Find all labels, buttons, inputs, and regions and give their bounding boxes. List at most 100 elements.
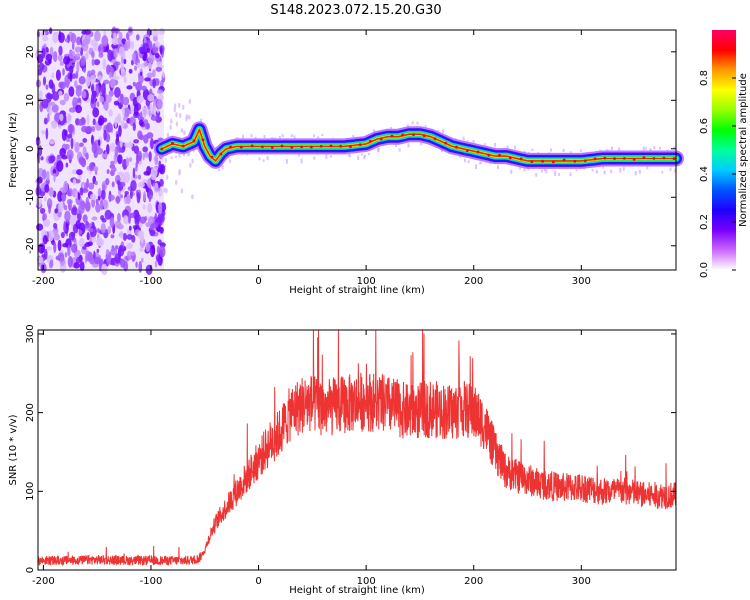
noise-speckle (40, 156, 44, 161)
ridge-point (551, 160, 555, 164)
noise-speckle (65, 162, 69, 168)
noise-speckle (48, 187, 54, 197)
snr-frame (37, 329, 677, 571)
x-tick-label: 100 (357, 576, 376, 587)
noise-speckle (55, 69, 61, 81)
x-tick-label: -100 (140, 576, 163, 587)
ridge-halo-speckle (357, 155, 360, 160)
noise-speckle (141, 106, 149, 117)
ridge-point (498, 153, 501, 157)
noise-speckle (81, 90, 87, 99)
noise-speckle (101, 263, 108, 276)
noise-speckle (45, 246, 52, 251)
ridge-halo-speckle (493, 142, 496, 147)
noise-speckle (96, 248, 100, 253)
noise-speckle (61, 193, 66, 200)
noise-speckle (42, 218, 51, 227)
noise-speckle (45, 127, 49, 140)
noise-speckle (132, 81, 136, 87)
noise-speckle (111, 166, 117, 173)
x-tick-label: 300 (572, 576, 591, 587)
ridge-point (210, 155, 214, 159)
noise-speckle (163, 187, 166, 193)
ridge-halo-speckle (278, 136, 281, 141)
noise-speckle (86, 178, 89, 189)
noise-speckle (189, 162, 192, 168)
ridge-halo-speckle (674, 168, 677, 174)
noise-speckle (122, 96, 130, 106)
ridge-halo-speckle (550, 148, 553, 152)
noise-speckle (50, 155, 56, 163)
noise-speckle (93, 59, 101, 66)
noise-speckle (77, 192, 81, 201)
snr-y-ticks: 0 100 200 300 (25, 324, 676, 573)
noise-speckle (159, 245, 166, 258)
noise-speckle (143, 61, 149, 67)
noise-speckle (101, 35, 109, 47)
noise-speckle (116, 113, 122, 124)
noise-speckle (91, 197, 95, 208)
ridge-halo-speckle (622, 167, 625, 171)
ridge-halo-speckle (170, 156, 173, 159)
noise-speckle (123, 76, 127, 84)
noise-speckle (133, 139, 140, 144)
noise-speckle (166, 132, 170, 138)
noise-speckle (97, 188, 102, 197)
ridge-halo-speckle (349, 154, 352, 158)
x-tick-label: 0 (255, 276, 261, 287)
noise-speckle (58, 90, 63, 96)
noise-speckle (78, 203, 85, 215)
noise-speckle (88, 162, 94, 172)
noise-speckle (88, 182, 95, 190)
noise-speckle (165, 188, 168, 194)
noise-speckle (182, 104, 185, 110)
noise-speckle (165, 174, 169, 180)
ridge-halo-speckle (442, 129, 445, 134)
noise-speckle (60, 231, 65, 239)
spectrogram-x-ticks: -200 -100 0 100 200 300 (32, 30, 591, 287)
noise-speckle (78, 228, 82, 237)
noise-speckle (85, 50, 89, 58)
noise-speckle (123, 58, 127, 65)
ridge-halo-speckle (545, 169, 548, 174)
ridge-halo-speckle (634, 170, 637, 176)
noise-speckle (100, 199, 104, 211)
noise-speckle (122, 116, 128, 121)
noise-speckle (133, 104, 139, 117)
ridge-point (160, 147, 164, 151)
ridge-point (412, 133, 415, 137)
noise-speckle (131, 52, 137, 62)
noise-speckle (67, 133, 73, 139)
noise-speckle (96, 101, 100, 108)
noise-speckle (116, 133, 120, 142)
x-tick-label: -100 (140, 276, 163, 287)
noise-speckle (180, 127, 184, 133)
noise-speckle (79, 187, 84, 196)
noise-speckle (66, 112, 72, 125)
ridge-point (270, 145, 274, 149)
ridge-point (239, 145, 243, 149)
noise-speckle (41, 98, 49, 109)
noise-speckle (173, 107, 176, 113)
noise-speckle (82, 214, 88, 223)
noise-speckle (138, 119, 144, 126)
noise-speckle (68, 50, 76, 60)
ridge-halo-speckle (420, 142, 423, 146)
noise-speckle (109, 71, 112, 79)
noise-speckle (117, 154, 123, 165)
ridge-halo-speckle (411, 121, 414, 125)
noise-speckle (151, 222, 159, 229)
noise-speckle (76, 169, 83, 176)
noise-speckle (154, 52, 160, 59)
x-tick-label: 300 (572, 276, 591, 287)
noise-speckle (130, 251, 135, 256)
noise-speckle (105, 178, 110, 186)
ridge-point (339, 144, 343, 148)
noise-speckle (94, 256, 101, 265)
noise-speckle (51, 104, 59, 113)
noise-speckle (122, 106, 125, 117)
noise-speckle (95, 198, 99, 205)
x-tick-label: -200 (32, 276, 55, 287)
noise-speckle (59, 113, 64, 122)
noise-speckle (188, 114, 191, 120)
